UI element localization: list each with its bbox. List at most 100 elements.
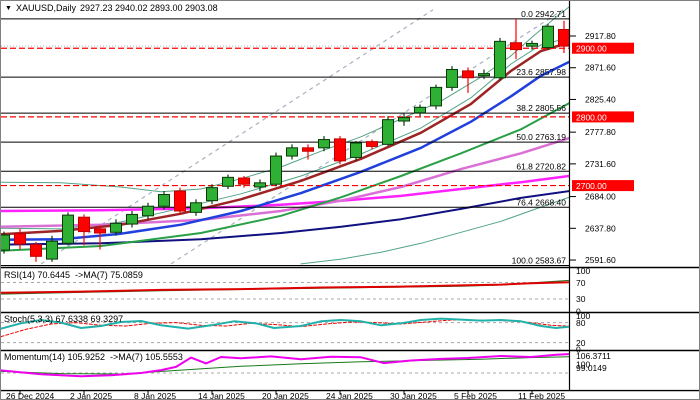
candle-bear [462,70,474,79]
stoch-scale-label: 100 [576,311,590,321]
candle-bull [494,40,506,79]
candles-layer [1,18,569,262]
price-scale-label: 2825.40 [585,94,616,104]
ohlc-values-label: 2927.23 2940.02 2893.00 2903.08 [79,3,218,13]
price-scale-label: 2684.00 [585,192,616,202]
lower-band-line [300,196,569,265]
candle-bear [334,138,346,162]
candle-bear [30,244,42,257]
candle-bull [254,182,266,188]
candle-bull [318,139,330,149]
rsi-scale-label: 100 [576,266,590,276]
stoch-scale-label: 20 [576,338,586,348]
momentum-scale-label: 100 [576,360,590,370]
candle-bull [142,205,154,217]
rsi-indicator-label: RSI(14) 70.6445 ->MA(7) 75.0859 [4,270,143,280]
candle-bull [414,106,426,114]
price-level-highlight [572,180,634,192]
price-scale[interactable]: 2917.80 2900.00 2871.60 2825.40 2800.00 2777.… [570,31,634,265]
candle-bear [238,177,250,185]
momentum-scale-label: 99.0149 [576,363,607,373]
price-level-highlight [572,111,634,123]
fib-label-38.2: 38.2 2805.56 [516,103,566,113]
rsi-scale-label: 70 [576,278,586,288]
date-label[interactable]: 14 Jan 2025 [198,391,245,399]
candle-bear [302,147,314,152]
price-scale-label-hl: 2700.00 [576,181,607,191]
rsi-pane [1,279,569,300]
candle-bull [398,117,410,122]
stoch-main-line [1,317,569,330]
candle-bear [366,141,378,147]
chart-title-bar[interactable]: ▼ XAUUSD,Daily 2927.23 2940.02 2893.00 2… [5,3,218,13]
price-scale-label: 2591.60 [585,255,616,265]
trendline-1 [40,9,434,265]
price-scale-label: 2871.60 [585,63,616,73]
fib-label-61.8: 61.8 2720.82 [516,161,566,171]
candle-bull [222,176,234,187]
rsi-scale-label: 30 [576,294,586,304]
price-scale-label-hl: 2900.00 [576,44,607,54]
date-label[interactable]: 20 Jan 2025 [262,391,309,399]
stoch-indicator-label: Stoch(5,3,3) 67.6338 69.3297 [4,314,124,324]
rsi-scale-label: 0 [576,307,581,317]
stoch-scale-label: 80 [576,318,586,328]
candle-bull [206,187,218,202]
fib-label-50.0: 50.0 2763.19 [516,132,566,142]
price-scale-label: 2917.80 [585,31,616,41]
fib-label-100.0: 100.0 2583.67 [512,255,567,265]
candle-bear [14,233,26,245]
candle-bull [382,119,394,145]
candle-bear [558,29,569,47]
candle-bull [430,86,442,107]
ma-blue-line [1,60,569,242]
price-scale-label: 2777.80 [585,127,616,137]
momentum-scale-label: 106.3711 [576,351,611,361]
stoch-pane [1,317,569,344]
price-scale-label: 2637.80 [585,223,616,233]
symbol-timeframe-label: XAUUSD,Daily [15,3,76,13]
momentum-pane [1,353,569,378]
candle-bull [286,147,298,157]
ma-green-line [1,102,569,252]
date-label[interactable]: 26 Dec 2024 [6,391,54,399]
date-label[interactable]: 5 Feb 2025 [454,391,497,399]
price-scale-label-hl: 2800.00 [576,112,607,122]
candle-bull [1,234,10,251]
candle-bull [158,194,170,207]
date-label[interactable]: 30 Jan 2025 [390,391,437,399]
momentum-ma-line [1,356,569,375]
candle-bear [510,42,522,51]
candle-bull [110,222,122,233]
candle-bull [350,142,362,158]
fib-label-0.0: 0.0 2942.71 [521,9,566,19]
candle-bull [526,42,538,47]
date-label[interactable]: 8 Jan 2025 [134,391,176,399]
fib-label-23.6: 23.6 2857.98 [516,67,566,77]
candle-bull [62,214,74,244]
candle-bear [78,216,90,233]
candle-bull [270,155,282,185]
date-label[interactable]: 2 Jan 2025 [70,391,112,399]
date-label[interactable]: 11 Feb 2025 [518,391,565,399]
symbol-dropdown-icon[interactable]: ▼ [5,4,12,12]
price-level-highlight [572,42,634,54]
candle-bull [126,213,138,225]
rsi-line [1,281,569,294]
candle-bear [174,190,186,212]
ma-violet-line [1,136,569,229]
ma-fast-line [1,37,569,230]
candle-bull [478,73,490,77]
trendline-2 [170,9,564,265]
momentum-line [1,353,569,378]
date-label[interactable]: 24 Jan 2025 [326,391,373,399]
candle-bull [46,240,58,260]
candle-bull [446,69,458,88]
fib-label-76.4: 76.4 2668.40 [516,197,566,207]
main-pane [1,6,569,266]
candle-bull [190,202,202,213]
momentum-indicator-label: Momentum(14) 105.9252 ->MA(7) 105.5553 [4,352,183,362]
candle-bear [94,228,106,234]
